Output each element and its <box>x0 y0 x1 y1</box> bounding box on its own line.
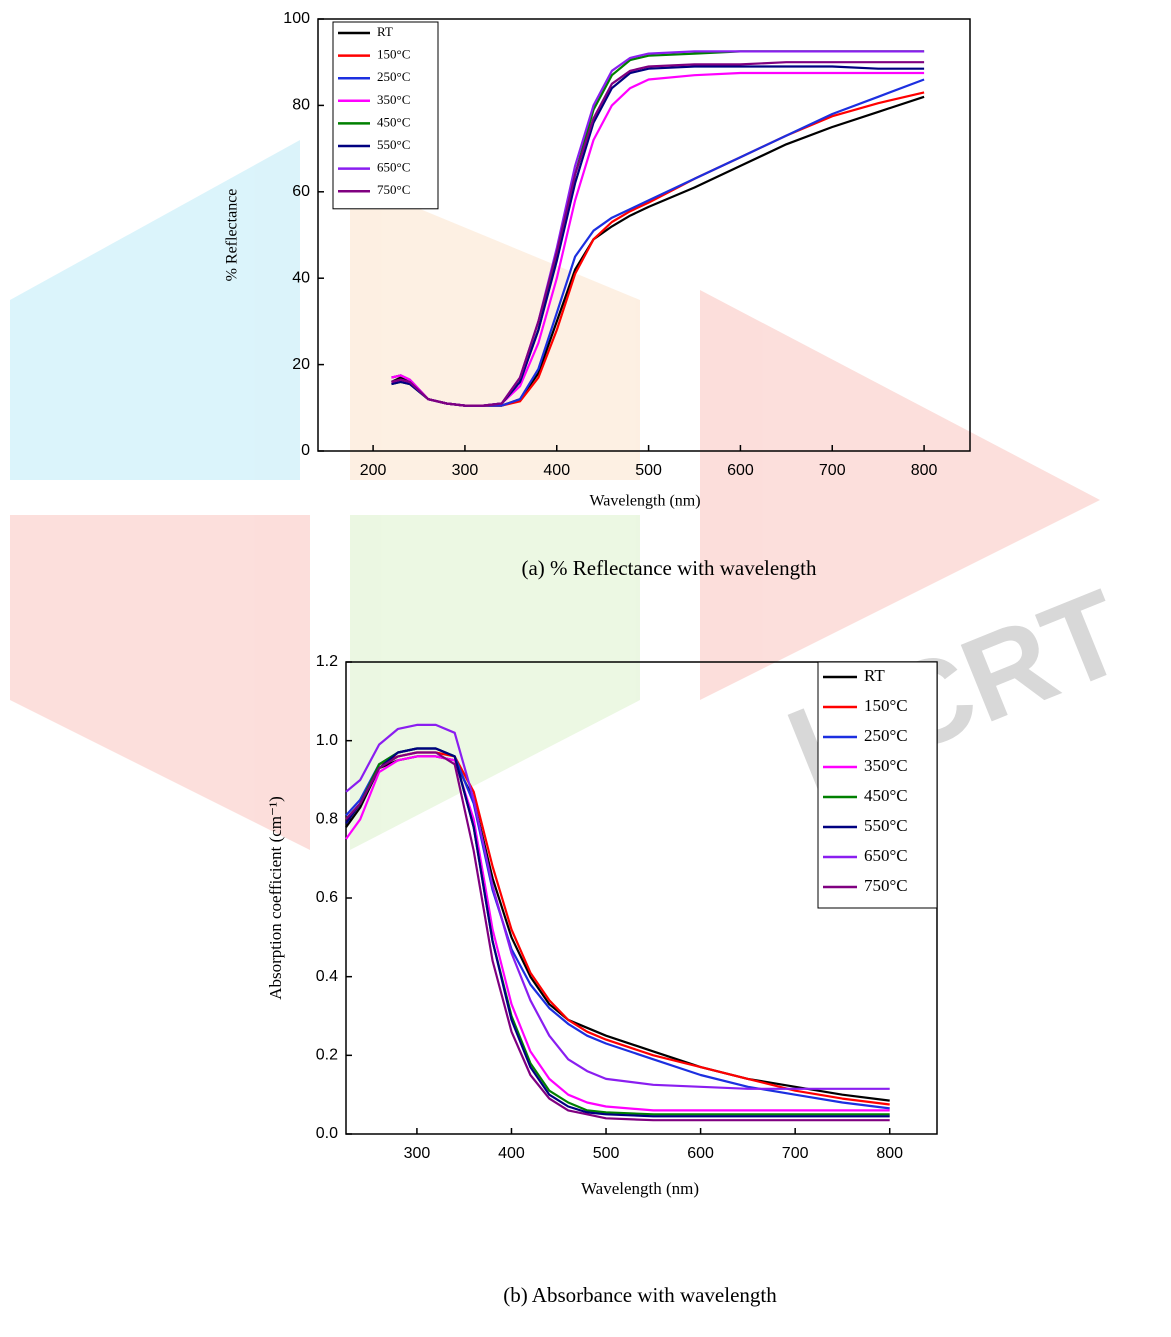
legend-label: 550°C <box>864 816 908 835</box>
legend-label: 550°C <box>377 137 410 152</box>
y-tick-label: 1.0 <box>316 732 338 749</box>
legend-label: 650°C <box>864 846 908 865</box>
y-tick-label: 60 <box>292 183 310 200</box>
y-tick-label: 0.2 <box>316 1047 338 1064</box>
y-tick-label: 100 <box>283 10 310 27</box>
legend-label: 150°C <box>377 47 410 62</box>
watermark-shape <box>10 140 300 480</box>
y-tick-label: 0.6 <box>316 889 338 906</box>
legend-label: 450°C <box>377 114 410 129</box>
legend-label: 650°C <box>377 160 410 175</box>
page: IJCRT 020406080100200300400500600700800W… <box>0 0 1171 1337</box>
watermark-shape <box>350 180 640 480</box>
legend-label: 250°C <box>864 726 908 745</box>
y-tick-label: 20 <box>292 356 310 373</box>
x-tick-label: 700 <box>782 1145 809 1162</box>
legend-label: 450°C <box>864 786 908 805</box>
x-tick-label: 400 <box>498 1145 525 1162</box>
y-tick-label: 0 <box>301 442 310 459</box>
y-axis-title: % Reflectance <box>224 189 241 282</box>
x-tick-label: 500 <box>593 1145 620 1162</box>
x-tick-label: 400 <box>543 462 570 479</box>
x-tick-label: 300 <box>452 462 479 479</box>
legend-label: 350°C <box>377 92 410 107</box>
legend-label: 350°C <box>864 756 908 775</box>
legend-label: 150°C <box>864 696 908 715</box>
caption: (a) % Reflectance with wavelength <box>521 556 817 580</box>
legend-label: 750°C <box>377 182 410 197</box>
x-tick-label: 600 <box>687 1145 714 1162</box>
y-tick-label: 40 <box>292 269 310 286</box>
y-tick-label: 0.0 <box>316 1125 338 1142</box>
x-tick-label: 500 <box>635 462 662 479</box>
legend-label: 250°C <box>377 69 410 84</box>
x-tick-label: 700 <box>819 462 846 479</box>
caption: (b) Absorbance with wavelength <box>503 1283 777 1307</box>
y-tick-label: 0.4 <box>316 968 338 985</box>
x-axis-title: Wavelength (nm) <box>589 493 700 510</box>
x-tick-label: 800 <box>911 462 938 479</box>
legend-label: 750°C <box>864 876 908 895</box>
x-tick-label: 600 <box>727 462 754 479</box>
legend-label: RT <box>864 666 885 685</box>
x-tick-label: 800 <box>876 1145 903 1162</box>
x-axis-title: Wavelength (nm) <box>581 1179 699 1198</box>
legend-label: RT <box>377 24 393 39</box>
y-tick-label: 0.8 <box>316 811 338 828</box>
y-tick-label: 80 <box>292 97 310 114</box>
y-tick-label: 1.2 <box>316 653 338 670</box>
x-tick-label: 300 <box>404 1145 431 1162</box>
x-tick-label: 200 <box>360 462 387 479</box>
y-axis-title: Absorption coefficient (cm⁻¹) <box>266 796 285 1000</box>
